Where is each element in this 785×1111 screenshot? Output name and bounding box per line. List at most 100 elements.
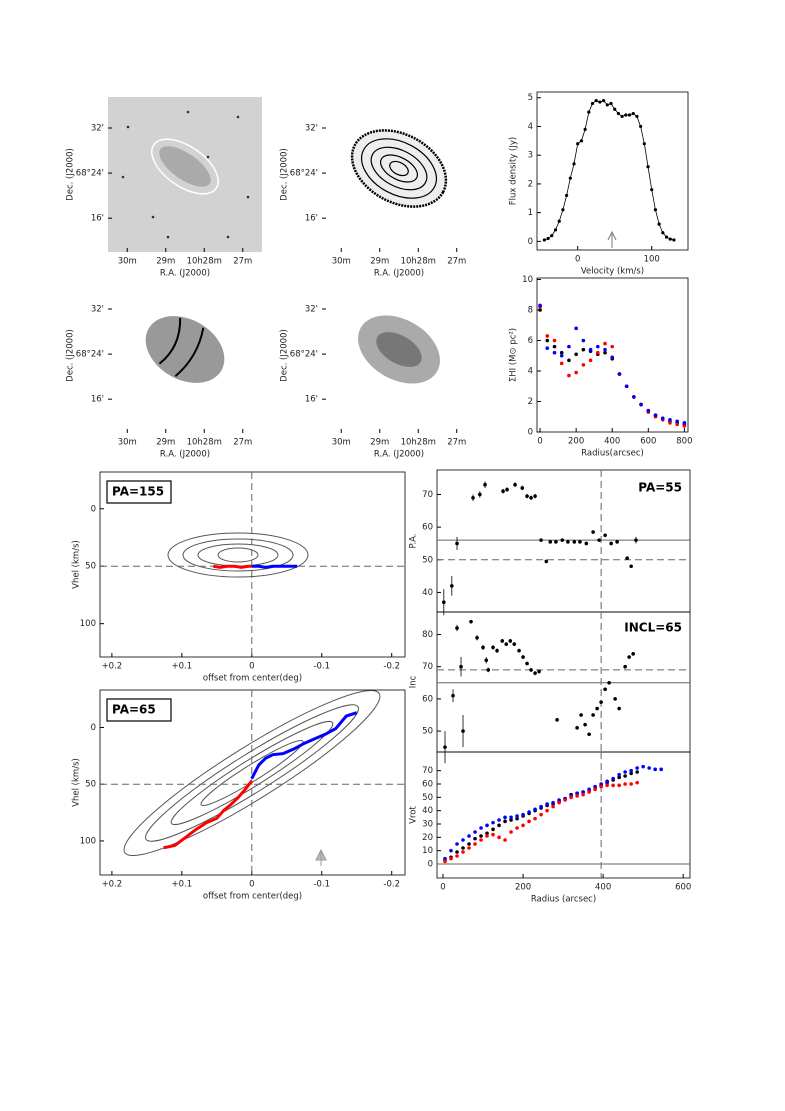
contour xyxy=(361,138,437,199)
data-line xyxy=(544,100,675,241)
data-point xyxy=(559,361,564,366)
data-point xyxy=(485,823,489,828)
data-point xyxy=(575,794,579,798)
data-point xyxy=(581,338,586,343)
y-tick-label: 0 xyxy=(91,504,96,514)
data-point xyxy=(443,859,447,864)
data-point xyxy=(539,538,543,542)
data-point xyxy=(485,834,489,838)
data-point xyxy=(461,846,465,850)
y-axis-label: Vhel (km/s) xyxy=(72,758,82,807)
data-point xyxy=(605,783,609,788)
data-point xyxy=(521,812,525,817)
data-point xyxy=(559,353,564,358)
data-point xyxy=(672,238,676,242)
data-point xyxy=(449,848,453,853)
y-axis-label: Vhel (km/s) xyxy=(72,540,82,589)
x-tick-label: 29m xyxy=(370,257,389,267)
y-tick-label: 5 xyxy=(528,93,533,103)
data-point xyxy=(479,826,483,830)
y-tick-label: 32' xyxy=(91,124,104,134)
hi-disk xyxy=(350,129,448,208)
data-point xyxy=(559,350,564,355)
data-point xyxy=(629,771,633,776)
x-tick-label: +0.2 xyxy=(102,662,123,672)
data-point xyxy=(533,807,537,812)
x-tick-label: +0.1 xyxy=(172,880,193,890)
data-point xyxy=(624,113,628,117)
data-point xyxy=(603,347,607,352)
data-point xyxy=(475,635,479,640)
data-point xyxy=(525,494,529,498)
y-tick-label: 3 xyxy=(528,151,533,161)
data-point xyxy=(574,352,578,357)
x-tick-label: 0 xyxy=(440,883,445,893)
data-point xyxy=(459,664,463,669)
data-point xyxy=(646,165,650,169)
y-tick-label: 20 xyxy=(422,833,433,843)
y-axis-label: Flux density (Jy) xyxy=(509,137,519,205)
contour xyxy=(380,154,418,183)
data-point xyxy=(620,114,624,119)
data-point xyxy=(572,540,577,544)
data-point xyxy=(603,341,607,346)
data-point xyxy=(624,384,629,389)
y-tick-label: 70 xyxy=(422,662,433,672)
data-point xyxy=(545,334,550,338)
x-tick-label: 29m xyxy=(370,438,389,448)
pv-arrow xyxy=(315,848,327,866)
data-point xyxy=(623,664,627,669)
data-point xyxy=(515,814,519,818)
data-point xyxy=(639,402,643,407)
data-point xyxy=(533,494,537,498)
galaxy xyxy=(151,138,219,195)
data-point xyxy=(603,533,607,538)
data-point xyxy=(473,836,477,841)
data-point xyxy=(485,831,489,836)
data-point xyxy=(627,113,632,117)
annotation-box xyxy=(106,480,172,504)
y-tick-label: 80 xyxy=(422,630,433,640)
data-point xyxy=(587,732,591,737)
x-tick-label: 27m xyxy=(447,257,466,267)
data-point xyxy=(575,791,579,796)
data-point xyxy=(525,661,529,666)
data-point xyxy=(497,823,501,828)
data-point xyxy=(552,338,557,343)
data-point xyxy=(567,358,571,363)
data-point xyxy=(584,541,589,546)
star xyxy=(186,110,190,114)
data-point xyxy=(455,854,459,858)
data-point xyxy=(617,372,622,376)
contour xyxy=(123,690,381,856)
inner xyxy=(376,332,422,367)
data-point xyxy=(520,486,525,490)
x-tick-label: 30m xyxy=(118,257,137,267)
y-tick-label: 68°24' xyxy=(76,350,104,360)
data-point xyxy=(567,373,571,378)
star xyxy=(166,235,170,239)
x-tick-label: 30m xyxy=(332,438,351,448)
data-point xyxy=(609,541,613,546)
data-point xyxy=(605,779,609,784)
data-point xyxy=(629,564,633,569)
data-point xyxy=(635,114,639,119)
data-point xyxy=(617,783,621,788)
data-point xyxy=(639,124,643,129)
data-line xyxy=(251,564,298,569)
data-point xyxy=(491,820,495,825)
x-axis-label: R.A. (J2000) xyxy=(374,269,424,279)
data-point xyxy=(461,850,465,854)
data-point xyxy=(553,228,558,232)
data-point xyxy=(629,782,633,786)
y-tick-label: 2 xyxy=(528,397,533,407)
x-tick-label: 27m xyxy=(233,257,252,267)
star xyxy=(246,195,250,199)
contour xyxy=(167,532,309,578)
data-point xyxy=(635,780,639,785)
y-tick-label: 70 xyxy=(422,766,433,776)
data-point xyxy=(479,838,483,842)
data-point xyxy=(500,639,505,643)
data-point xyxy=(642,142,646,146)
annotation: INCL=65 xyxy=(624,621,682,635)
